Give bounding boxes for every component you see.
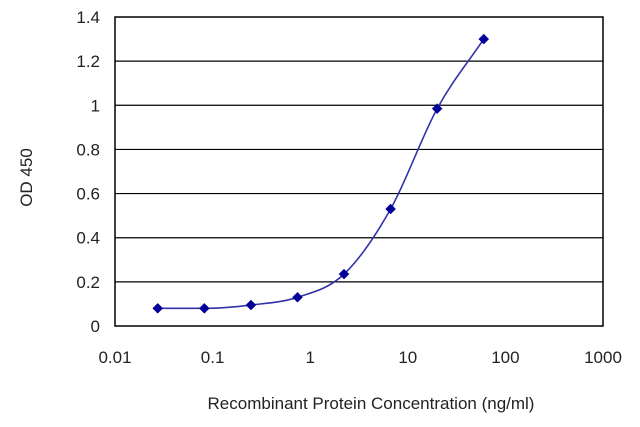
fit-curve (157, 38, 485, 310)
y-tick-label: 0.8 (76, 140, 100, 159)
y-tick-label: 0.6 (76, 185, 100, 204)
data-point (478, 33, 490, 45)
x-tick-label: 10 (398, 348, 417, 367)
data-point (385, 203, 396, 215)
x-tick-label: 1 (305, 348, 314, 367)
data-point (198, 302, 210, 314)
y-tick-label: 0.2 (76, 273, 100, 292)
data-point (431, 103, 443, 114)
x-tick-label: 0.01 (98, 348, 131, 367)
x-axis-title: Recombinant Protein Concentration (ng/ml… (208, 394, 535, 413)
x-tick-label: 1000 (584, 348, 622, 367)
x-tick-label: 0.1 (201, 348, 225, 367)
plot-frame (114, 16, 604, 327)
fit-curve-group (157, 38, 485, 310)
x-tick-labels: 0.01 0.1 1 10 100 1000 (98, 348, 621, 367)
data-point (245, 299, 257, 311)
y-axis-title: OD 450 (17, 148, 36, 207)
y-tick-label: 0.4 (76, 229, 100, 248)
data-point (338, 268, 350, 280)
y-tick-label: 1.2 (76, 52, 100, 71)
x-tick-label: 100 (491, 348, 519, 367)
data-point (292, 291, 303, 303)
data-point (152, 302, 164, 314)
y-tick-label: 1 (91, 96, 100, 115)
y-tick-label: 1.4 (76, 8, 100, 27)
grid-lines (115, 60, 603, 283)
y-tick-label: 0 (91, 317, 100, 336)
y-tick-labels: 0 0.2 0.4 0.6 0.8 1 1.2 1.4 (76, 8, 100, 336)
data-points (152, 33, 490, 314)
